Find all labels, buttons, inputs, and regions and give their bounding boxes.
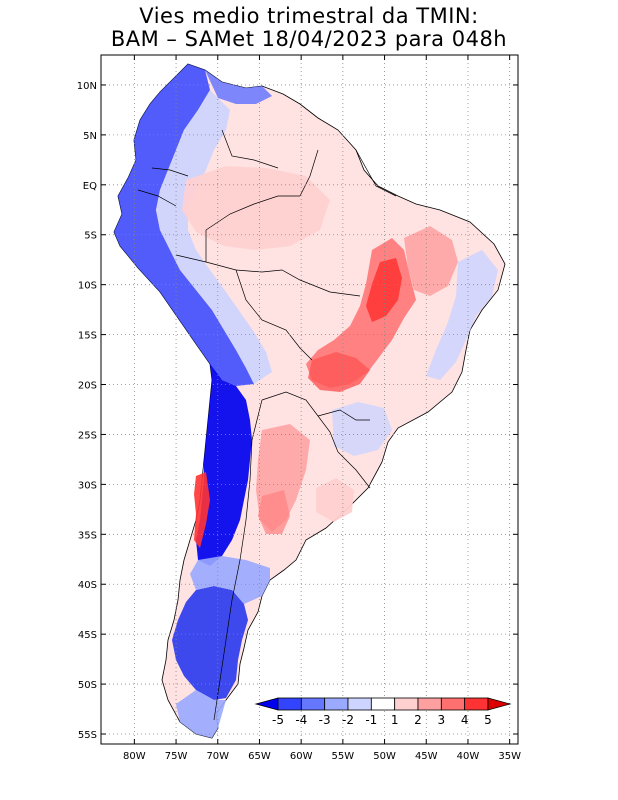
lon-tick-label: 65W [248, 751, 271, 762]
lat-tick-label: 50S [78, 680, 97, 691]
lon-tick-label: 75W [165, 751, 188, 762]
colorbar-segment [440, 697, 466, 711]
positive-bias-amazon [182, 166, 330, 250]
colorbar-segment [347, 697, 372, 711]
colorbar-label: -5 [272, 713, 284, 727]
weak-negative-tip [176, 690, 226, 738]
negative-bias-caribbean [205, 70, 272, 104]
positive-bias-pantanal [308, 352, 370, 392]
lon-tick-label: 70W [206, 751, 229, 762]
lon-tick-label: 80W [123, 751, 146, 762]
longitude-labels: 80W 75W 70W 65W 60W 55W 50W 45W 40W 35W [123, 55, 521, 762]
lon-tick-label: 60W [290, 751, 313, 762]
positive-bias-northeast [404, 226, 458, 296]
colorbar-label: -1 [365, 713, 377, 727]
lon-tick-label: 45W [415, 751, 438, 762]
lat-tick-label: 35S [78, 530, 97, 541]
chart-title: Vies medio trimestral da TMIN: [139, 4, 479, 28]
colorbar-segment [300, 697, 326, 711]
colorbar-segment [417, 697, 442, 711]
lat-tick-label: 40S [78, 580, 97, 591]
colorbar-segment [487, 697, 512, 711]
country-borders [137, 129, 397, 721]
weak-negative-southern [190, 556, 270, 604]
lat-tick-label: EQ [83, 181, 97, 192]
colorbar-segment [394, 697, 419, 711]
negative-bias-patagonia [172, 586, 248, 700]
lon-tick-label: 50W [373, 751, 396, 762]
weak-negative-eastcoast [426, 250, 498, 380]
colorbar-segment [464, 697, 489, 711]
lon-tick-label: 35W [498, 751, 521, 762]
lat-tick-label: 10N [77, 81, 97, 92]
weak-negative-bias [156, 90, 272, 384]
lon-tick-label: 55W [332, 751, 355, 762]
lat-tick-label: 55S [78, 730, 97, 741]
chart-subtitle: BAM – SAMet 18/04/2023 para 048h [110, 27, 508, 51]
latitude-labels: 10N 5N EQ 5S 10S 15S 20S 25S 30S 35S 40S 45S 50S 55S [77, 81, 518, 741]
lat-tick-label: 30S [78, 480, 97, 491]
positive-bias-strong [366, 258, 402, 322]
negative-bias-chile [196, 364, 252, 566]
colorbar-label: 2 [414, 713, 422, 727]
lat-tick-label: 20S [78, 381, 97, 392]
lat-tick-label: 25S [78, 430, 97, 441]
colorbar: -5 -4 -3 -2 -1 1 2 3 4 5 [254, 697, 512, 727]
colorbar-label: 5 [484, 713, 492, 727]
lon-tick-label: 40W [457, 751, 480, 762]
lat-tick-label: 5N [83, 131, 97, 142]
field-layer [113, 63, 506, 739]
colorbar-label: -3 [319, 713, 331, 727]
lat-tick-label: 10S [78, 281, 97, 292]
colorbar-label: -2 [342, 713, 354, 727]
colorbar-label: 4 [461, 713, 469, 727]
positive-bias-chile-strip [194, 472, 210, 548]
lat-tick-label: 5S [84, 231, 97, 242]
positive-bias-pampa [258, 490, 290, 534]
positive-bias-uruguay [316, 478, 354, 522]
negative-bias-andes [114, 64, 254, 386]
colorbar-label: 3 [438, 713, 446, 727]
colorbar-label: 1 [391, 713, 399, 727]
lat-tick-label: 15S [78, 331, 97, 342]
colorbar-label: -4 [295, 713, 307, 727]
colorbar-segment [370, 697, 396, 711]
weak-negative-south-brazil [332, 402, 392, 456]
lat-tick-label: 45S [78, 630, 97, 641]
colorbar-segment [324, 697, 349, 711]
graticule [101, 55, 518, 744]
colorbar-segment [277, 697, 302, 711]
